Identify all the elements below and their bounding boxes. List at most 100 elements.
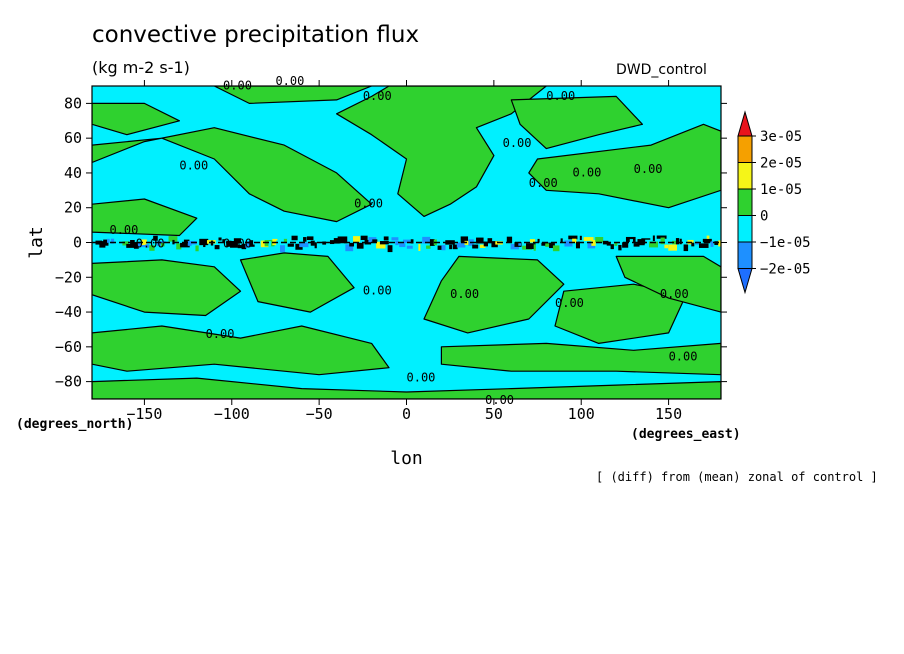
equatorial-band-cell	[660, 237, 665, 245]
equatorial-band-cell	[291, 235, 298, 241]
y-tick-label: 60	[64, 129, 82, 147]
contour-label: 0.00	[555, 296, 584, 310]
equatorial-band-cell	[326, 244, 334, 248]
equatorial-band-cell	[533, 244, 536, 251]
equatorial-band-cell	[303, 237, 307, 242]
equatorial-band-cell	[564, 240, 573, 247]
x-tick-label: 0	[402, 405, 411, 423]
contour-region-6	[528, 123, 721, 209]
equatorial-band-cell	[176, 243, 182, 250]
equatorial-band-cell	[606, 241, 611, 246]
equatorial-band-cell	[441, 245, 446, 251]
equatorial-band-cell	[153, 235, 158, 241]
equatorial-band-cell	[406, 245, 413, 249]
equatorial-band-cell	[222, 239, 226, 243]
equatorial-band-cell	[283, 238, 288, 243]
y-tick-label: −60	[55, 338, 82, 356]
equatorial-band-cell	[195, 245, 199, 252]
equatorial-band-cell	[137, 243, 147, 248]
equatorial-band-cell	[499, 235, 508, 240]
colorbar-level-label: −1e-05	[760, 235, 811, 251]
colorbar-swatch	[737, 215, 753, 243]
equatorial-band-cell	[233, 238, 241, 243]
equatorial-band-cell	[437, 245, 442, 250]
equatorial-band-cell	[526, 243, 536, 250]
equatorial-band-cell	[426, 245, 431, 249]
equatorial-band-cell	[299, 242, 309, 248]
colorbar-level-label: 0	[760, 209, 768, 225]
chart-units: (kg m-2 s-1)	[92, 58, 190, 77]
equatorial-band-cell	[683, 244, 689, 252]
equatorial-band-cell	[587, 242, 596, 249]
equatorial-band-cell	[479, 244, 486, 248]
contour-label: 0.00	[546, 89, 575, 103]
contour-region-14	[440, 342, 721, 376]
equatorial-band-cell	[476, 237, 484, 244]
equatorial-band-cell	[122, 241, 129, 246]
equatorial-band-cell	[95, 240, 102, 245]
equatorial-band-cell	[383, 236, 389, 241]
equatorial-band-cell	[360, 235, 368, 241]
equatorial-band-cell	[706, 235, 710, 239]
equatorial-band-cell	[214, 245, 220, 250]
contour-region-1	[213, 86, 373, 105]
contour-label: 0.00	[354, 197, 383, 211]
y-tick-label: 0	[73, 234, 82, 252]
equatorial-band-cell	[652, 235, 655, 242]
equatorial-band-cell	[656, 235, 667, 239]
contour-region-13	[615, 255, 721, 313]
colorbar-level-label: 2e-05	[760, 156, 802, 172]
contour-label: 0.00	[407, 371, 436, 385]
equatorial-band-cell	[472, 244, 479, 249]
contour-label: 0.00	[109, 223, 138, 237]
contour-region-2	[92, 127, 373, 223]
equatorial-band-cell	[276, 240, 282, 247]
equatorial-band-cell	[141, 239, 147, 246]
contour-region-0	[92, 102, 180, 136]
x-tick-label: −50	[306, 405, 333, 423]
colorbar-top-arrow	[737, 110, 753, 137]
x-axis-unit: (degrees_east)	[631, 427, 741, 442]
equatorial-band-cell	[287, 243, 294, 247]
equatorial-band-cell	[422, 236, 431, 244]
equatorial-band-cell	[107, 238, 110, 243]
contour-region-7	[92, 259, 242, 317]
contour-label: 0.00	[223, 237, 252, 251]
y-tick-label: 80	[64, 94, 82, 112]
colorbar-swatch	[737, 135, 753, 163]
contour-region-8	[239, 252, 355, 313]
equatorial-band-cell	[230, 241, 238, 248]
contour-region-11	[423, 255, 565, 334]
chart-title: convective precipitation flux	[92, 22, 420, 48]
colorbar-swatch	[737, 188, 753, 216]
equatorial-band-cell	[203, 243, 206, 248]
equatorial-band-cell	[691, 242, 695, 247]
equatorial-band-cell	[549, 243, 555, 249]
equatorial-band-cell	[164, 242, 173, 250]
equatorial-band-cell	[295, 243, 303, 250]
field-regions	[92, 86, 721, 399]
y-tick-label: 40	[64, 164, 82, 182]
x-tick-label: −150	[126, 405, 162, 423]
equatorial-band-cell	[572, 238, 577, 244]
equatorial-band-cell	[649, 241, 659, 248]
contour-region-10	[92, 377, 721, 399]
x-tick-label: 100	[568, 405, 595, 423]
equatorial-band-cell	[449, 244, 453, 250]
contour-label: 0.00	[634, 162, 663, 176]
equatorial-band-cell	[718, 240, 721, 247]
equatorial-band-cell	[253, 238, 260, 245]
contour-label: 0.00	[503, 136, 532, 150]
equatorial-band-cell	[529, 239, 536, 243]
equatorial-band-cell	[187, 240, 197, 246]
equatorial-band-cell	[306, 236, 314, 241]
equatorial-band-cell	[599, 245, 608, 249]
equatorial-band-cell	[268, 241, 272, 247]
x-axis-label: lon	[390, 448, 423, 469]
equatorial-band-cell	[633, 243, 640, 247]
equatorial-band-cell	[260, 240, 269, 248]
contour-label: 0.00	[529, 176, 558, 190]
x-tick-label: 50	[485, 405, 503, 423]
equatorial-band-cell	[710, 241, 714, 247]
